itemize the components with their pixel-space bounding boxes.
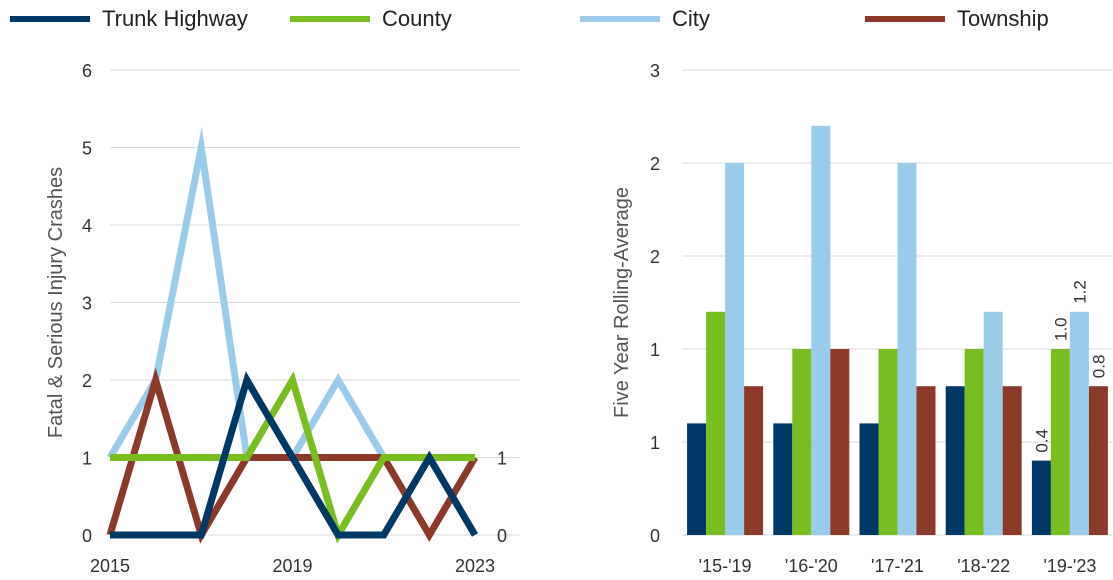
legend-item: County [290,6,452,32]
legend-label: County [382,6,452,31]
legend-swatch [865,16,945,22]
bar [706,311,726,535]
y-tick-label: 1 [82,449,92,469]
bar [916,386,936,535]
legend-swatch [10,16,90,22]
y-axis-label: Five Year Rolling-Average [611,187,633,418]
chart-legend: Trunk Highway County City Township [0,0,1113,38]
legend-label: City [672,6,710,31]
bar [945,386,965,535]
y-tick-label: 3 [650,61,660,81]
bar [811,125,831,536]
x-tick-label: '18-'22 [957,556,1010,576]
series-line [110,371,479,539]
bar-chart: 0 1 1 2 2 3 Five Year Rolling-Average '15-'19 '1… [611,61,1113,576]
bar [792,349,812,535]
end-data-label: 1 [497,449,507,469]
bar [744,386,764,535]
y-tick-label: 3 [82,294,92,314]
y-tick-label: 1 [650,433,660,453]
bar [983,311,1003,535]
bar-data-label: 1.0 [1051,317,1070,341]
x-tick-label: '17-'21 [871,556,924,576]
y-tick-label: 5 [82,139,92,159]
bar [773,423,793,535]
y-tick-label: 2 [82,371,92,391]
legend-swatch [290,16,370,22]
bar [878,349,898,535]
y-tick-label: 2 [650,154,660,174]
bar-data-label: 0.4 [1032,429,1051,453]
legend-item: City [580,6,710,32]
x-tick-label: '19-'23 [1043,556,1096,576]
y-tick-label: 2 [650,247,660,267]
legend-label: Township [957,6,1049,31]
y-tick-label: 0 [82,526,92,546]
bar [1088,386,1108,535]
bar-data-label: 0.8 [1089,355,1108,379]
y-tick-label: 4 [82,216,92,236]
y-tick-label: 1 [650,340,660,360]
line-chart: 0 1 2 3 4 5 6 2015 2019 2023 Fatal & Serious Injur… [45,61,520,576]
bar [830,349,850,535]
legend-item: Township [865,6,1049,32]
x-tick-label: 2023 [455,556,495,576]
x-tick-label: 2019 [272,556,312,576]
x-tick-label: '15-'19 [699,556,752,576]
x-tick-label: '16-'20 [785,556,838,576]
bar [1002,386,1022,535]
bar [687,423,707,535]
bar [1069,311,1089,535]
bar [859,423,879,535]
legend-label: Trunk Highway [102,6,248,31]
y-tick-label: 0 [650,526,660,546]
bar [1050,349,1070,535]
end-data-label: 0 [497,526,507,546]
bar [964,349,984,535]
legend-item: Trunk Highway [10,6,248,32]
bar [725,163,745,535]
bar-data-label: 1.2 [1070,280,1089,304]
x-tick-label: 2015 [90,556,130,576]
y-tick-label: 6 [82,61,92,81]
bar [897,163,917,535]
y-axis-label: Fatal & Serious Injury Crashes [45,167,67,438]
series-line [110,371,475,544]
legend-swatch [580,16,660,22]
bar [1031,460,1051,535]
